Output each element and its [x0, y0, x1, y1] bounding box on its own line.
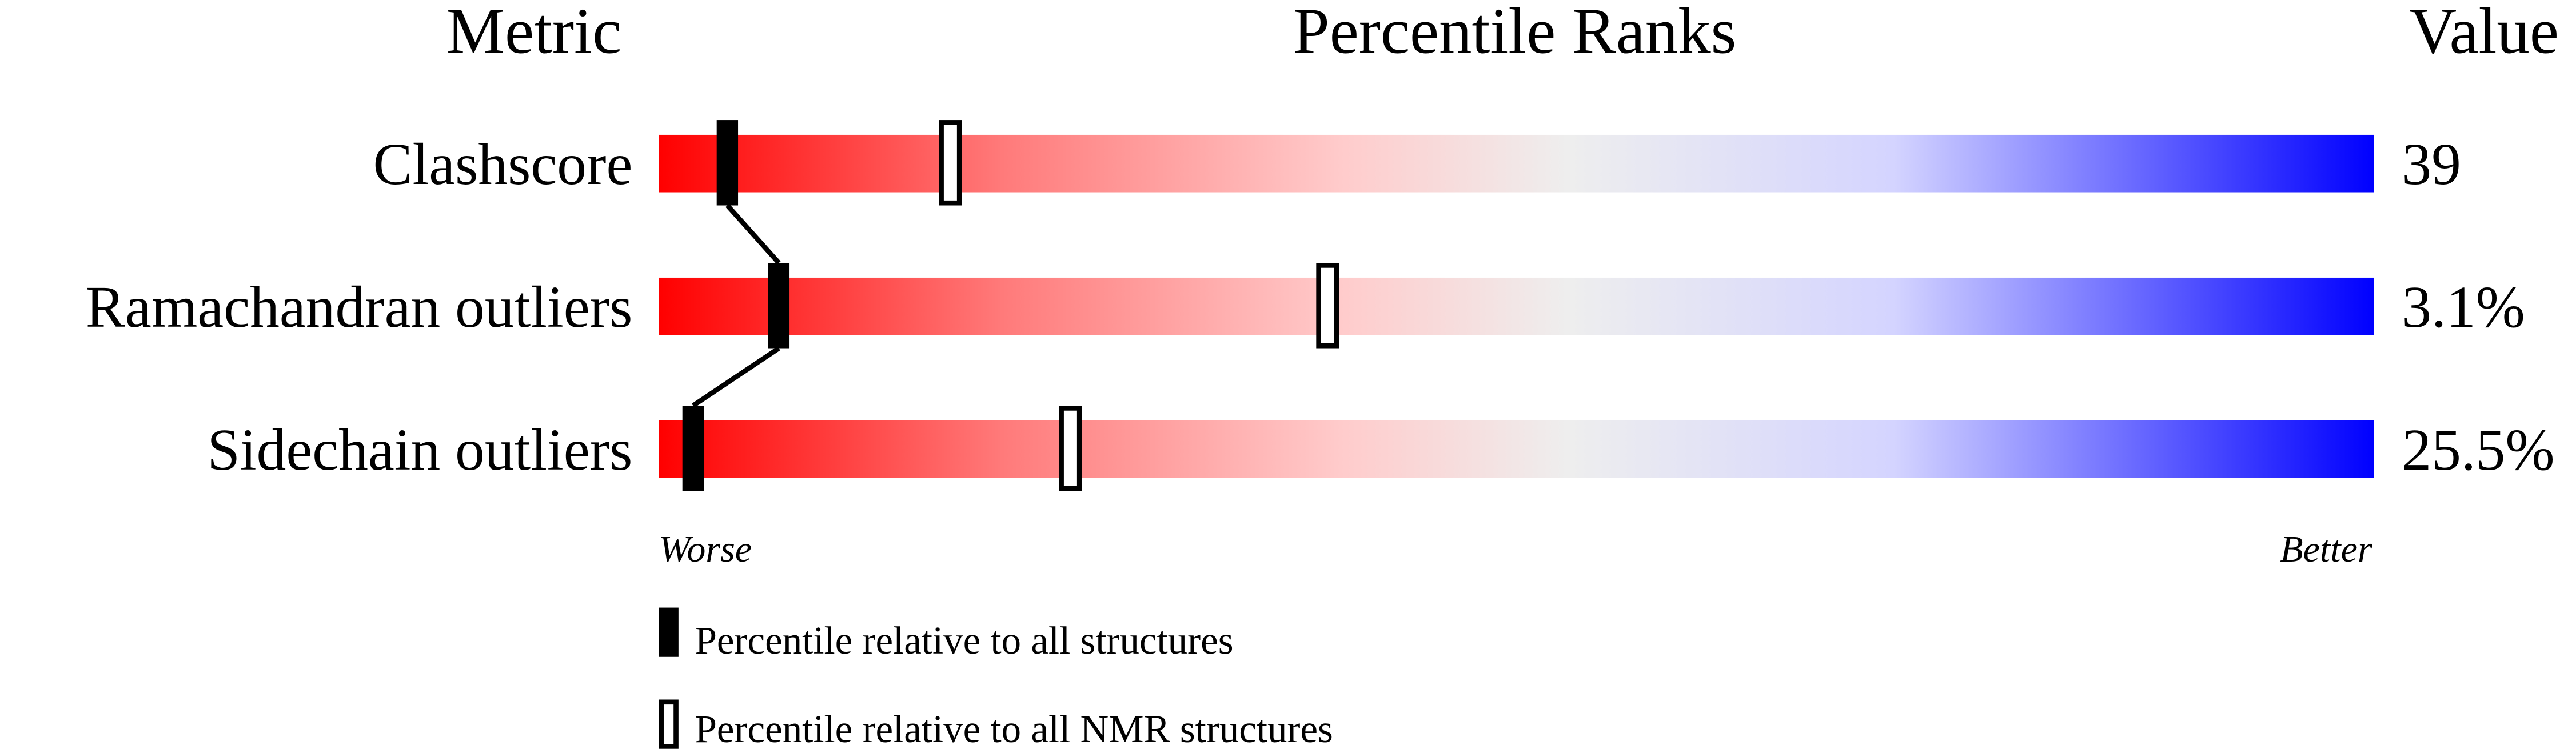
all-percentile-marker [716, 120, 739, 206]
axis-worse-label: Worse [659, 528, 752, 570]
metric-label: Ramachandran outliers [86, 275, 632, 340]
legend-nmr-label: Percentile relative to all NMR structure… [695, 707, 1333, 749]
connector-line [725, 203, 781, 265]
all-percentile-marker [682, 406, 704, 491]
metric-label: Clashscore [373, 132, 633, 197]
metric-value: 25.5% [2402, 418, 2554, 483]
nmr-percentile-marker [939, 120, 962, 206]
all-percentile-marker [768, 263, 790, 349]
header-value: Value [2409, 0, 2559, 67]
percentile-bar [659, 420, 2374, 478]
nmr-percentile-marker [1316, 263, 1339, 349]
percentile-bar [659, 277, 2374, 335]
metric-value: 3.1% [2402, 275, 2525, 340]
connector-line [691, 346, 780, 408]
metric-value: 39 [2402, 132, 2461, 197]
legend-nmr-swatch [659, 699, 679, 749]
axis-better-label: Better [2280, 528, 2372, 570]
metric-label: Sidechain outliers [207, 418, 632, 483]
header-metric: Metric [446, 0, 621, 67]
header-percentile-ranks: Percentile Ranks [1293, 0, 1737, 67]
legend-all-label: Percentile relative to all structures [695, 619, 1234, 662]
legend-all-swatch [659, 607, 679, 657]
percentile-bar [659, 134, 2374, 193]
nmr-percentile-marker [1059, 406, 1082, 491]
